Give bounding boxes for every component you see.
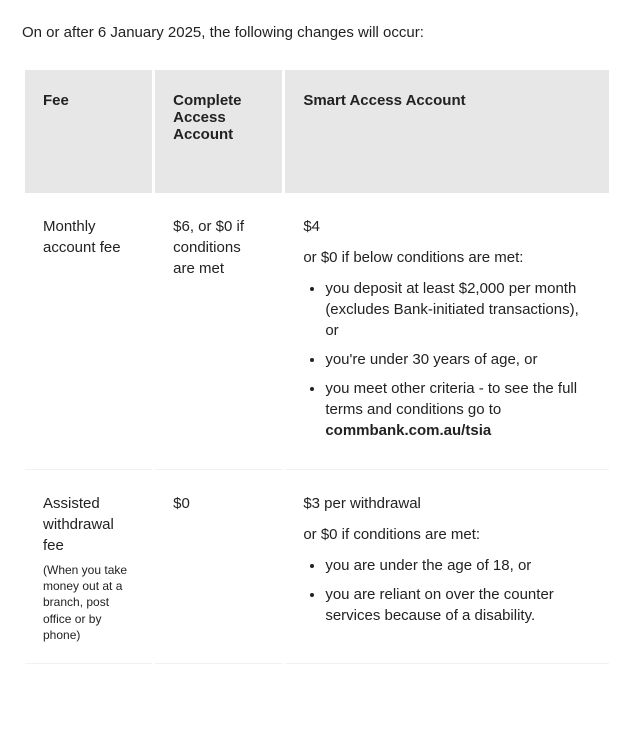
cell-fee-name: Monthly account fee [25,196,152,470]
smart-access-secondary: or $0 if below conditions are met: [303,247,591,268]
cell-complete-access: $0 [155,473,282,664]
cell-fee-name: Assisted withdrawal fee (When you take m… [25,473,152,664]
condition-item: you are reliant on over the counter serv… [325,584,591,626]
condition-text: you meet other criteria - to see the ful… [325,380,577,418]
col-header-fee: Fee [25,70,152,193]
table-row: Monthly account fee $6, or $0 if conditi… [25,196,609,470]
fee-name-text: Assisted withdrawal fee [43,493,134,556]
page: On or after 6 January 2025, the followin… [0,0,634,689]
cell-smart-access: $3 per withdrawal or $0 if conditions ar… [285,473,609,664]
condition-item: you're under 30 years of age, or [325,349,591,370]
table-header-row: Fee Complete Access Account Smart Access… [25,70,609,193]
table-row: Assisted withdrawal fee (When you take m… [25,473,609,664]
intro-text: On or after 6 January 2025, the followin… [22,22,612,43]
col-header-complete-access: Complete Access Account [155,70,282,193]
condition-item: you are under the age of 18, or [325,555,591,576]
condition-item: you deposit at least $2,000 per month (e… [325,278,591,341]
cell-complete-access: $6, or $0 if conditions are met [155,196,282,470]
smart-access-primary: $4 [303,216,591,237]
fee-comparison-table: Fee Complete Access Account Smart Access… [22,67,612,667]
smart-access-conditions-list: you are under the age of 18, or you are … [303,555,591,626]
smart-access-secondary: or $0 if conditions are met: [303,524,591,545]
cell-smart-access: $4 or $0 if below conditions are met: yo… [285,196,609,470]
col-header-smart-access: Smart Access Account [285,70,609,193]
terms-link-text: commbank.com.au/tsia [325,422,491,439]
condition-item: you meet other criteria - to see the ful… [325,378,591,441]
fee-name-text: Monthly account fee [43,216,134,258]
smart-access-conditions-list: you deposit at least $2,000 per month (e… [303,278,591,441]
fee-note-text: (When you take money out at a branch, po… [43,562,134,643]
smart-access-primary: $3 per withdrawal [303,493,591,514]
